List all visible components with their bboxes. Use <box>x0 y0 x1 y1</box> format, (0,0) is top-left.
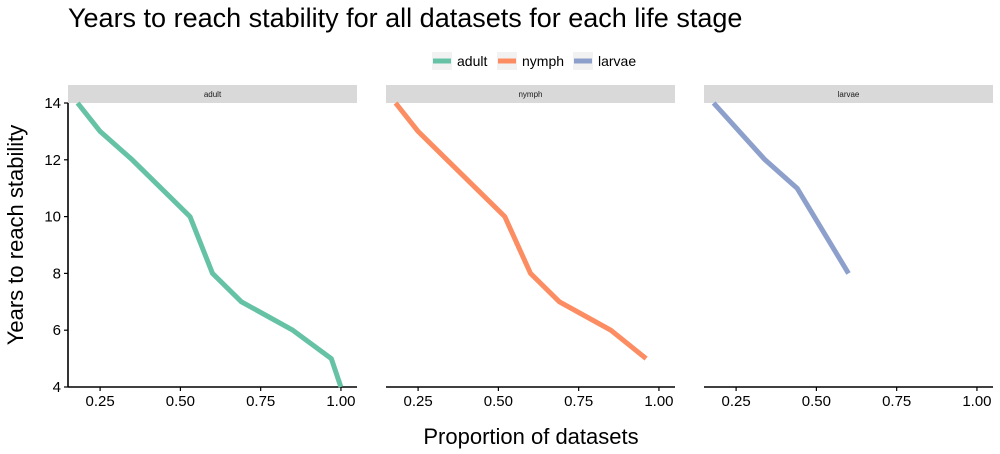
x-tick-label: 1.00 <box>644 393 673 410</box>
strip-label-adult: adult <box>204 90 222 99</box>
y-tick-label: 10 <box>44 209 61 226</box>
x-tick-label: 0.25 <box>722 393 751 410</box>
x-tick-label: 1.00 <box>326 393 355 410</box>
legend-item-adult: adult <box>432 52 487 70</box>
x-tick-label: 0.25 <box>404 393 433 410</box>
x-tick-label: 0.50 <box>802 393 831 410</box>
legend-label-nymph: nymph <box>522 53 564 69</box>
x-tick-label: 0.50 <box>166 393 195 410</box>
series-line-larvae <box>711 101 851 275</box>
x-tick-label: 0.75 <box>246 393 275 410</box>
x-tick-label: 0.75 <box>564 393 593 410</box>
strip-label-nymph: nymph <box>518 90 542 99</box>
facet-panel-adult: adult 0.25 0.50 0.75 1.00 4 6 8 10 12 14 <box>44 85 357 410</box>
x-axis-title: Proportion of datasets <box>423 424 638 449</box>
chart-title: Years to reach stability for all dataset… <box>68 3 742 33</box>
facet-panels: adult 0.25 0.50 0.75 1.00 4 6 8 10 12 14 nymph 0.25 0… <box>44 85 993 410</box>
legend-item-larvae: larvae <box>573 52 636 70</box>
legend-item-nymph: nymph <box>497 52 564 70</box>
y-tick-label: 14 <box>44 95 61 112</box>
y-tick-label: 8 <box>53 265 61 282</box>
y-axis-title: Years to reach stability <box>3 125 28 346</box>
strip-nymph <box>386 85 675 103</box>
strip-label-larvae: larvae <box>838 90 860 99</box>
legend-label-larvae: larvae <box>598 53 636 69</box>
y-tick-label: 6 <box>53 322 61 339</box>
strip-larvae <box>704 85 993 103</box>
series-line-nymph <box>393 101 648 361</box>
legend-label-adult: adult <box>457 53 487 69</box>
facet-panel-nymph: nymph 0.25 0.50 0.75 1.00 <box>386 85 675 410</box>
x-tick-label: 0.50 <box>484 393 513 410</box>
x-tick-label: 0.25 <box>86 393 115 410</box>
legend: adult nymph larvae <box>432 52 636 70</box>
x-tick-label: 1.00 <box>962 393 991 410</box>
x-tick-label: 0.75 <box>882 393 911 410</box>
y-tick-label: 12 <box>44 152 61 169</box>
strip-adult <box>68 85 357 103</box>
series-line-adult <box>75 101 344 388</box>
facet-panel-larvae: larvae 0.25 0.50 0.75 1.00 <box>704 85 993 410</box>
y-tick-label: 4 <box>53 379 61 396</box>
